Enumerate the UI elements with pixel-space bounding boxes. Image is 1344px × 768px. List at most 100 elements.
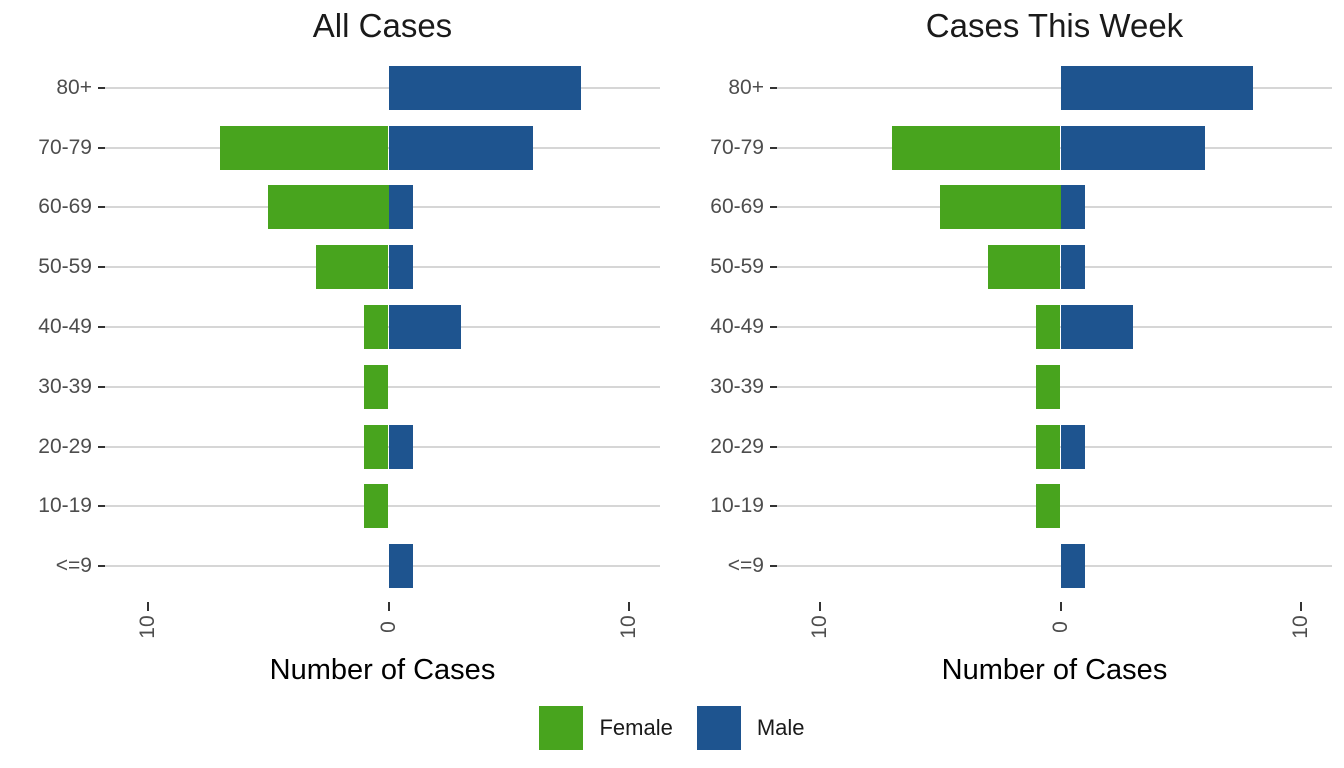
bar-female-2 bbox=[268, 185, 389, 230]
bar-male-0 bbox=[388, 65, 581, 110]
x-tick-label: 10 bbox=[136, 615, 160, 639]
gridline bbox=[105, 565, 660, 568]
bar-female-1 bbox=[892, 125, 1061, 170]
bar-male-8 bbox=[1060, 544, 1085, 589]
y-tick-mark bbox=[98, 505, 105, 508]
y-axis-label: 40-49 bbox=[38, 315, 92, 338]
y-axis-labels: 80+ 70-79 60-69 50-59 40-49 30-39 20-29 10-19 <=… bbox=[0, 52, 105, 602]
chart-panels: All Cases 80+ 70-79 60-69 50-59 40-49 30-39 20… bbox=[0, 0, 1332, 688]
y-axis-label: 60-69 bbox=[38, 195, 92, 219]
bar-female-5 bbox=[1036, 364, 1061, 409]
bar-male-3 bbox=[388, 245, 413, 290]
y-tick-mark bbox=[98, 326, 105, 328]
y-axis-label: <=9 bbox=[727, 554, 764, 578]
y-tick-row: 60-69 bbox=[38, 195, 105, 219]
bar-female-3 bbox=[988, 245, 1061, 290]
y-axis-label: 80+ bbox=[56, 75, 92, 99]
y-tick-row: 20-29 bbox=[38, 435, 105, 459]
y-axis-label: 20-29 bbox=[710, 434, 764, 458]
x-tick-mark bbox=[1059, 602, 1062, 611]
y-axis-label: 10-19 bbox=[710, 494, 764, 518]
legend-label-female: Female bbox=[599, 715, 673, 740]
y-tick-mark bbox=[98, 146, 105, 149]
plot-area bbox=[105, 52, 660, 602]
y-tick-mark bbox=[770, 385, 777, 388]
y-axis-label: 70-79 bbox=[710, 135, 764, 159]
y-tick-row: 30-39 bbox=[710, 375, 777, 399]
bar-male-4 bbox=[388, 305, 461, 349]
x-tick-mark bbox=[387, 602, 390, 611]
bar-male-2 bbox=[388, 185, 413, 230]
y-axis-label: 50-59 bbox=[710, 255, 764, 279]
y-tick-mark bbox=[98, 86, 105, 89]
bar-female-1 bbox=[220, 125, 389, 170]
x-tick-label: 0 bbox=[376, 621, 400, 633]
plot-area bbox=[777, 52, 1332, 602]
y-tick-mark bbox=[98, 445, 105, 448]
y-tick-row: 60-69 bbox=[710, 195, 777, 219]
y-axis-labels: 80+ 70-79 60-69 50-59 40-49 30-39 20-29 10-19 <=… bbox=[672, 52, 777, 602]
bar-female-7 bbox=[364, 484, 389, 529]
bar-male-3 bbox=[1060, 245, 1085, 290]
x-tick-mark bbox=[147, 602, 150, 611]
x-axis-title: Number of Cases bbox=[269, 654, 496, 686]
x-tick-label: 10 bbox=[1288, 615, 1312, 639]
y-tick-mark bbox=[770, 266, 777, 269]
y-tick-row: 50-59 bbox=[38, 255, 105, 279]
y-tick-row: 20-29 bbox=[710, 435, 777, 459]
y-tick-mark bbox=[770, 445, 777, 448]
y-axis-label: 50-59 bbox=[38, 255, 92, 279]
legend-item-male: Male bbox=[696, 706, 805, 750]
bar-female-3 bbox=[316, 245, 389, 290]
y-tick-row: 50-59 bbox=[710, 255, 777, 279]
bar-female-2 bbox=[940, 185, 1061, 230]
gridline bbox=[777, 86, 1332, 89]
y-axis-label: 70-79 bbox=[38, 135, 92, 159]
y-tick-mark bbox=[770, 206, 777, 209]
chart-title: Cases This Week bbox=[925, 7, 1184, 44]
bar-male-6 bbox=[388, 424, 413, 469]
y-axis-label: 10-19 bbox=[38, 494, 92, 518]
bar-male-1 bbox=[388, 125, 533, 170]
y-tick-row: <=9 bbox=[56, 554, 105, 578]
x-tick-mark bbox=[819, 602, 822, 611]
bar-female-6 bbox=[364, 424, 389, 469]
bar-female-7 bbox=[1036, 484, 1061, 529]
x-tick-label: 10 bbox=[808, 615, 832, 639]
bar-male-6 bbox=[1060, 424, 1085, 469]
bar-female-4 bbox=[364, 305, 389, 349]
bar-female-5 bbox=[364, 364, 389, 409]
y-axis-label: <=9 bbox=[55, 554, 92, 578]
y-tick-row: 10-19 bbox=[38, 494, 105, 518]
legend: Female Male bbox=[0, 688, 1344, 768]
panel-all-cases: All Cases 80+ 70-79 60-69 50-59 40-49 30-39 20… bbox=[0, 0, 672, 688]
bar-male-8 bbox=[388, 544, 413, 589]
legend-item-female: Female bbox=[539, 706, 673, 750]
legend-swatch-female bbox=[539, 706, 584, 750]
bar-female-6 bbox=[1036, 424, 1061, 469]
y-tick-row: 30-39 bbox=[38, 375, 105, 399]
y-tick-row: <=9 bbox=[728, 554, 777, 578]
bar-male-0 bbox=[1060, 65, 1253, 110]
y-tick-mark bbox=[98, 385, 105, 388]
x-axis: 10 0 10 bbox=[105, 602, 660, 654]
y-axis-label: 30-39 bbox=[710, 374, 764, 398]
y-axis-label: 20-29 bbox=[38, 434, 92, 458]
y-tick-mark bbox=[770, 326, 777, 328]
gridline bbox=[105, 86, 660, 89]
y-tick-row: 70-79 bbox=[710, 136, 777, 160]
x-axis-title: Number of Cases bbox=[941, 654, 1168, 686]
y-tick-mark bbox=[98, 565, 105, 568]
y-tick-mark bbox=[770, 505, 777, 508]
x-tick-label: 0 bbox=[1048, 621, 1072, 633]
y-tick-row: 40-49 bbox=[38, 315, 105, 339]
y-tick-row: 80+ bbox=[728, 76, 777, 100]
x-tick-mark bbox=[1299, 602, 1302, 611]
y-tick-mark bbox=[770, 565, 777, 568]
y-axis-label: 40-49 bbox=[710, 315, 764, 338]
legend-swatch-male bbox=[696, 706, 741, 750]
bar-male-1 bbox=[1060, 125, 1205, 170]
x-axis: 10 0 10 bbox=[777, 602, 1332, 654]
bar-male-2 bbox=[1060, 185, 1085, 230]
